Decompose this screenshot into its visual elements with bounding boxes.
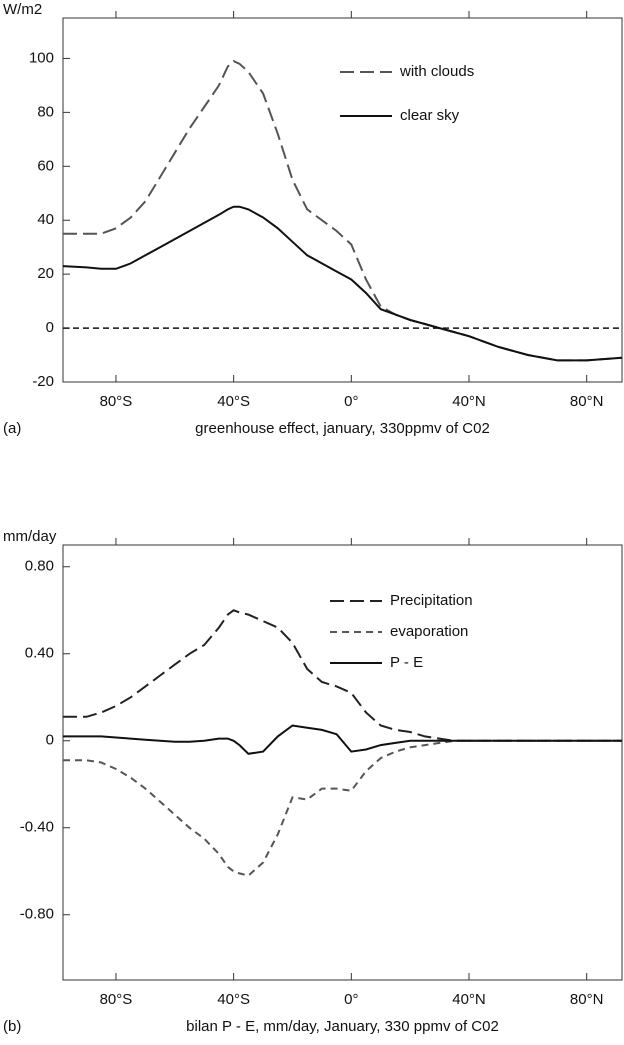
x-tick-label: 40°S xyxy=(217,393,250,410)
y-tick-label: 0.80 xyxy=(25,558,54,575)
y-tick-label: 0.40 xyxy=(25,645,54,662)
panel-label: (a) xyxy=(3,420,21,437)
y-tick-label: 60 xyxy=(37,157,54,174)
y-tick-label: -20 xyxy=(32,373,54,390)
y-tick-label: -0.80 xyxy=(20,906,54,923)
y-tick-label: 0 xyxy=(46,319,54,336)
plot-frame xyxy=(62,17,623,383)
series-line xyxy=(62,205,623,362)
x-tick-label: 80°N xyxy=(570,991,604,1008)
caption: greenhouse effect, january, 330ppmv of C… xyxy=(195,420,490,437)
y-axis-label: mm/day xyxy=(3,528,57,545)
y-tick-label: 20 xyxy=(37,265,54,282)
x-tick-label: 40°S xyxy=(217,991,250,1008)
y-tick-label: -0.40 xyxy=(20,819,54,836)
x-tick-label: 40°N xyxy=(452,393,486,410)
y-axis-label: W/m2 xyxy=(3,1,42,18)
y-tick-label: 40 xyxy=(37,211,54,228)
x-tick-label: 40°N xyxy=(452,991,486,1008)
x-tick-label: 80°N xyxy=(570,393,604,410)
legend-label: P - E xyxy=(390,654,423,671)
legend-label: evaporation xyxy=(390,623,468,640)
x-tick-label: 0° xyxy=(344,991,358,1008)
y-tick-label: 0 xyxy=(46,732,54,749)
panel-label: (b) xyxy=(3,1018,21,1035)
series-line xyxy=(63,609,622,742)
series-line xyxy=(63,739,622,877)
legend-label: Precipitation xyxy=(390,592,473,609)
x-tick-label: 0° xyxy=(344,393,358,410)
series-line xyxy=(63,724,622,755)
y-tick-label: 80 xyxy=(37,103,54,120)
x-tick-label: 80°S xyxy=(100,991,133,1008)
plot-frame xyxy=(62,544,623,981)
x-tick-label: 80°S xyxy=(100,393,133,410)
legend-label: with clouds xyxy=(399,63,474,80)
caption: bilan P - E, mm/day, January, 330 ppmv o… xyxy=(186,1018,499,1035)
series-line xyxy=(63,59,623,362)
y-tick-label: 100 xyxy=(29,49,54,66)
legend-label: clear sky xyxy=(400,107,460,124)
